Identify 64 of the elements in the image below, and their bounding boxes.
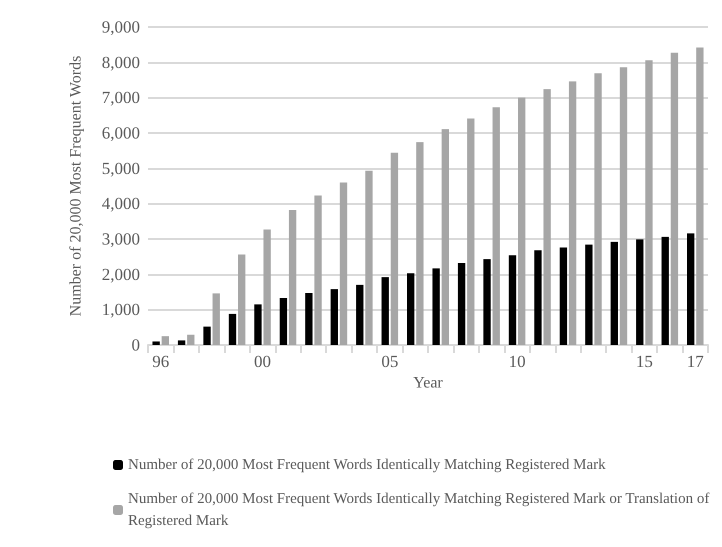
bar — [314, 196, 322, 345]
bar — [585, 244, 593, 345]
bar — [696, 47, 704, 345]
bar — [483, 259, 491, 345]
y-tick-label: 2,000 — [102, 264, 140, 284]
bar — [645, 60, 653, 345]
bar — [594, 73, 602, 345]
bar — [254, 304, 262, 345]
bar — [620, 67, 628, 345]
y-tick-label: 6,000 — [102, 124, 140, 142]
bar — [458, 263, 466, 345]
bar — [212, 293, 220, 345]
bar — [610, 242, 618, 345]
y-tick-label: 3,000 — [102, 230, 140, 248]
bar — [228, 314, 236, 345]
y-axis-title: Number of 20,000 Most Frequent Words — [68, 56, 84, 316]
bar — [662, 236, 669, 345]
bar — [356, 284, 364, 345]
x-tick-label: 05 — [381, 352, 398, 371]
bar — [203, 326, 211, 345]
y-tick-label: 8,000 — [102, 52, 140, 72]
bar — [382, 277, 389, 345]
bar — [442, 129, 449, 345]
bar — [534, 250, 542, 345]
bar — [162, 336, 169, 345]
x-tick-label: 00 — [254, 352, 272, 371]
bar — [416, 142, 424, 345]
bar — [390, 152, 398, 345]
bar — [178, 340, 186, 345]
bar — [518, 98, 526, 345]
x-tick-label: 96 — [152, 352, 170, 371]
x-axis-title: Year — [413, 374, 444, 392]
y-tick-label: 7,000 — [102, 88, 140, 108]
legend-label: Number of 20,000 Most Frequent Words Identically Matching Registered Mark or Translation of Registered Mark — [128, 491, 714, 529]
x-tick-label: 10 — [508, 352, 526, 371]
bar — [432, 268, 440, 345]
bar — [467, 118, 474, 345]
y-tick-label: 4,000 — [102, 194, 140, 214]
bar — [305, 293, 313, 345]
bar — [508, 255, 516, 345]
bar — [330, 289, 338, 345]
bar — [365, 170, 373, 345]
legend-label: Number of 20,000 Most Frequent Words Identically Matching Registered Mark — [128, 457, 606, 473]
y-tick-label: 5,000 — [102, 158, 140, 178]
bar — [687, 233, 694, 345]
bar — [340, 182, 348, 345]
bar — [407, 273, 414, 345]
bar — [670, 52, 678, 345]
bar — [492, 107, 500, 345]
y-tick-label: 9,000 — [102, 18, 140, 36]
bar — [238, 254, 246, 345]
bar — [636, 239, 644, 345]
bar — [568, 81, 576, 345]
bar — [152, 341, 160, 345]
x-tick-label: 17 — [686, 352, 704, 371]
bar — [560, 247, 568, 345]
y-tick-label: 0 — [132, 336, 140, 354]
bar — [280, 298, 288, 345]
bar — [543, 89, 551, 345]
y-tick-label: 1,000 — [102, 300, 140, 320]
x-tick-label: 15 — [636, 352, 653, 371]
bar — [263, 229, 271, 345]
bar — [288, 210, 296, 345]
bar — [187, 334, 194, 345]
